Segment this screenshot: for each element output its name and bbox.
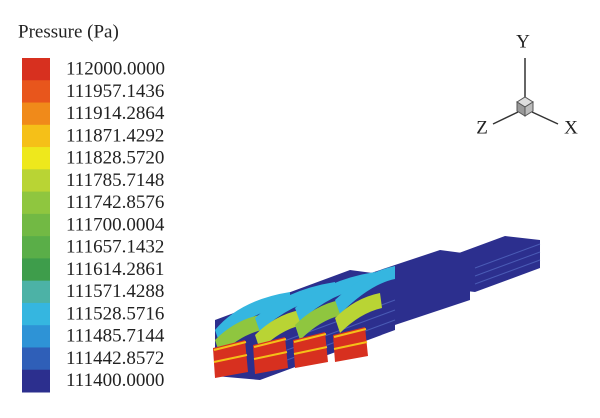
legend-swatch bbox=[22, 191, 50, 215]
triad-axis bbox=[492, 111, 519, 125]
legend-swatch bbox=[22, 302, 50, 326]
legend-swatch bbox=[22, 102, 50, 126]
legend-label: 111614.2861 bbox=[66, 259, 164, 280]
inlet-stripes bbox=[213, 328, 368, 363]
legend-label: 111700.0004 bbox=[66, 214, 165, 235]
legend-label: 111528.5716 bbox=[66, 303, 164, 324]
axes-triad: Y Z X bbox=[476, 31, 578, 138]
legend-title: Pressure (Pa) bbox=[18, 21, 119, 42]
legend: 112000.0000111957.1436111914.2864111871.… bbox=[22, 58, 165, 393]
triad-cube bbox=[524, 101, 534, 117]
legend-label: 111828.5720 bbox=[66, 148, 164, 169]
legend-label: 111914.2864 bbox=[66, 103, 165, 124]
legend-swatch bbox=[22, 80, 50, 104]
triad-x-label: X bbox=[564, 117, 578, 138]
legend-swatch bbox=[22, 325, 50, 348]
legend-swatch bbox=[22, 258, 50, 282]
legend-label: 111571.4288 bbox=[66, 281, 164, 302]
legend-label: 111442.8572 bbox=[66, 348, 164, 369]
triad-axis bbox=[531, 111, 559, 125]
geometry bbox=[213, 236, 541, 380]
triad-z-label: Z bbox=[476, 117, 488, 138]
legend-swatch bbox=[22, 347, 50, 371]
legend-label: 111485.7144 bbox=[66, 326, 165, 347]
legend-label: 112000.0000 bbox=[66, 58, 165, 79]
legend-label: 111957.1436 bbox=[66, 81, 164, 102]
legend-swatch bbox=[22, 369, 50, 393]
legend-swatch bbox=[22, 58, 50, 81]
legend-swatch bbox=[22, 169, 50, 193]
legend-swatch bbox=[22, 124, 50, 148]
triad-y-label: Y bbox=[516, 31, 530, 52]
legend-swatch bbox=[22, 147, 50, 170]
legend-label: 111657.1432 bbox=[66, 237, 164, 258]
inlet-fronts bbox=[213, 266, 395, 378]
legend-label: 111871.4292 bbox=[66, 125, 164, 146]
legend-swatch bbox=[22, 236, 50, 259]
legend-label: 111742.8576 bbox=[66, 192, 164, 213]
legend-swatch bbox=[22, 280, 50, 304]
legend-label: 111785.7148 bbox=[66, 170, 164, 191]
legend-swatch bbox=[22, 213, 50, 237]
legend-label: 111400.0000 bbox=[66, 370, 164, 391]
